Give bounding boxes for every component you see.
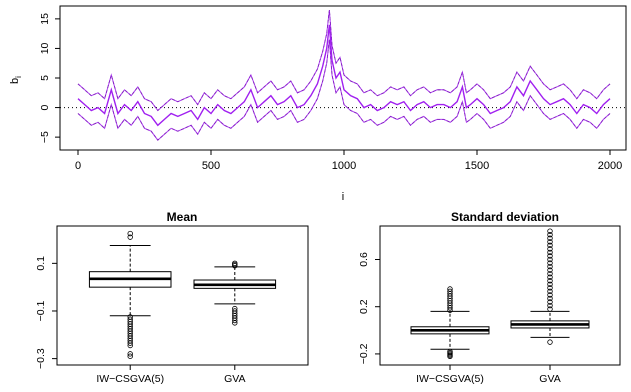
top-x-axis: 0 500 1000 1500 2000 [75, 149, 622, 172]
mean-plot-area: −0.3 −0.1 0.1 IW−CSGVA(5) GVA [35, 230, 277, 385]
sd-outlier-point [547, 256, 553, 263]
sd-outlier-point [547, 292, 553, 298]
mean-outlier-point [127, 353, 133, 359]
top-y-axis: −5 0 5 10 15 [39, 13, 61, 143]
mean-y-tick-label: −0.1 [35, 300, 47, 321]
sd-outlier-point [547, 228, 553, 234]
sd-outlier-point [547, 278, 553, 284]
sd-outlier-point [547, 267, 553, 273]
mean-outlier-point [232, 320, 238, 326]
sd-outlier-point [547, 242, 553, 249]
sd-x-tick-label: GVA [539, 373, 560, 385]
sd-plot-area: −0.2 0.2 0.6 IW−CSGVA(5) GVA [358, 228, 590, 385]
sd-outlier-point [447, 288, 453, 295]
sd-y-tick-label: 0.6 [358, 252, 370, 267]
sd-plot-frame [379, 225, 621, 366]
top-y-tick-label: 5 [39, 75, 51, 81]
mean-outlier-point [127, 351, 133, 357]
sd-panel-title: Standard deviation [451, 210, 559, 224]
sd-outlier-point [447, 286, 453, 292]
top-y-tick-label: 0 [39, 104, 51, 110]
mean-panel-title: Mean [167, 210, 198, 224]
lower-band-series-line [77, 39, 611, 141]
upper-band-series-line [77, 9, 611, 112]
top-plot-area [60, 9, 626, 141]
series-line [77, 24, 611, 127]
sd-x-tick-label: IW−CSGVA(5) [416, 373, 484, 385]
sd-outlier-point [447, 353, 453, 359]
sd-outlier-point [547, 288, 553, 295]
top-x-tick-label: 0 [75, 160, 81, 172]
top-y-axis-label: bi [9, 76, 23, 84]
sd-outlier-point [547, 253, 553, 259]
sd-boxplot: Standard deviation −0.2 0.2 0.6 IW−CSGVA(5)… [358, 210, 621, 385]
sd-y-tick-label: −0.2 [358, 343, 370, 364]
top-y-tick-label: −5 [39, 131, 51, 143]
sd-outlier-point [547, 295, 553, 302]
mean-outlier-point [127, 342, 133, 349]
sd-outlier-point [547, 299, 553, 305]
mean-outlier-point [127, 230, 133, 237]
sd-outlier-point [547, 339, 553, 345]
sd-outlier-point [547, 235, 553, 241]
top-y-tick-label: 15 [39, 13, 51, 25]
top-x-tick-label: 2000 [598, 160, 622, 172]
top-x-tick-label: 1500 [465, 160, 489, 172]
mean-outlier-point [232, 260, 238, 267]
top-y-axis-label-base: b [9, 78, 21, 84]
sd-outlier-point [547, 249, 553, 256]
sd-outlier-point [547, 260, 553, 266]
sd-outlier-point [547, 246, 553, 252]
top-y-tick-label: 10 [39, 42, 51, 54]
sd-outlier-point [547, 281, 553, 287]
top-x-tick-label: 1000 [332, 160, 356, 172]
mean-outlier-point [232, 317, 238, 324]
mean-outlier-point [127, 340, 133, 346]
sd-outlier-point [547, 274, 553, 280]
sd-outlier-point [547, 232, 553, 238]
mean-plot-frame [56, 225, 309, 366]
sd-y-tick-label: 0.2 [358, 299, 370, 314]
top-y-axis-label-subscript: i [14, 76, 23, 78]
sd-outlier-point [547, 270, 553, 277]
sd-outlier-point [547, 239, 553, 245]
mean-outlier-point [127, 234, 133, 240]
mean-x-tick-label: GVA [224, 373, 245, 385]
mean-y-tick-label: 0.1 [35, 256, 47, 271]
mean-x-tick-label: IW−CSGVA(5) [96, 373, 164, 385]
top-x-tick-label: 500 [202, 160, 220, 172]
sd-outlier-point [547, 285, 553, 291]
top-x-axis-label: i [342, 191, 344, 203]
mean-boxplot: Mean −0.3 −0.1 0.1 IW−CSGVA(5) GVA [35, 210, 309, 385]
sd-outlier-point [547, 302, 553, 309]
mean-y-tick-label: −0.3 [35, 348, 47, 369]
sd-outlier-point [547, 263, 553, 270]
sd-outlier-point [547, 306, 553, 312]
